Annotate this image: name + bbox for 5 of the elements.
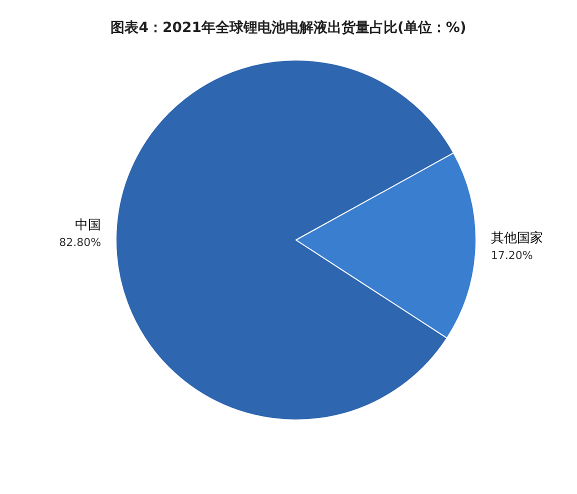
slice-label: 其他国家: [490, 230, 543, 246]
slice-label: 中国: [75, 218, 102, 233]
data-label: 17.20%: [490, 249, 533, 262]
chart-title: 图表4：2021年全球锂电池电解液出货量占比(单位：%): [110, 19, 466, 36]
data-label: 82.80%: [59, 236, 102, 249]
